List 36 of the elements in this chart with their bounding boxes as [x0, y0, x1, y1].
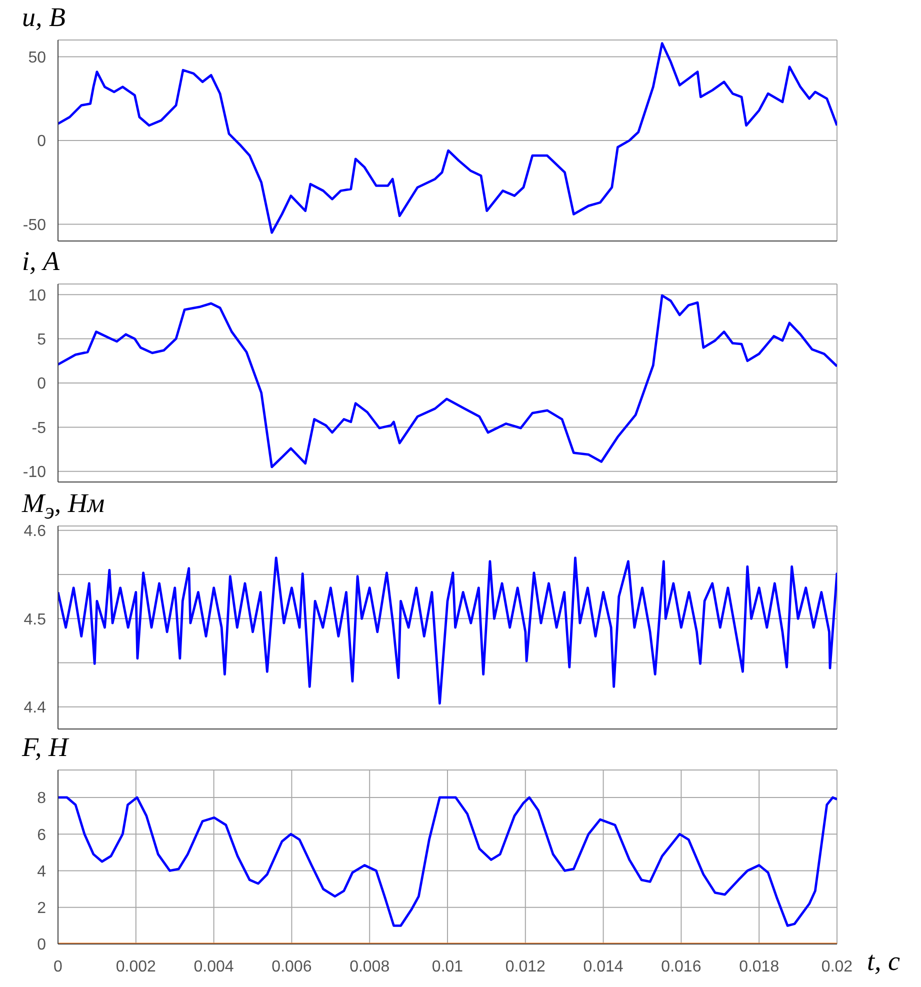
y-axis-title: u, В: [22, 1, 66, 33]
x-tick-label: 0.016: [661, 958, 702, 976]
y-tick-label: 0: [37, 133, 46, 150]
x-tick-label: 0.01: [432, 958, 464, 976]
line-series: [58, 796, 837, 927]
x-tick-label: 0.02: [821, 958, 853, 976]
y-tick-label: -10: [22, 464, 46, 482]
y-tick-label: 6: [37, 826, 46, 844]
y-tick-label: 4.6: [24, 523, 46, 540]
y-tick-label: 5: [37, 331, 46, 348]
y-tick-label: 4.5: [24, 611, 46, 628]
line-series: [58, 42, 837, 234]
x-tick-label: 0.014: [583, 958, 624, 976]
y-tick-label: 0: [37, 936, 46, 954]
y-tick-label: -5: [32, 420, 46, 437]
y-tick-label: 50: [28, 49, 46, 66]
x-tick-label: 0.006: [272, 958, 312, 976]
y-tick-label: -50: [22, 216, 46, 234]
y-axis-title: F, Н: [22, 731, 68, 763]
y-tick-label: 10: [28, 287, 46, 304]
x-tick-label: 0.018: [739, 958, 780, 976]
y-tick-label: 4.4: [24, 700, 46, 717]
y-tick-label: 4: [37, 863, 46, 880]
x-tick-label: 0.008: [350, 958, 390, 976]
y-axis-title: i, А: [22, 245, 60, 277]
y-tick-label: 2: [37, 900, 46, 918]
y-axis-title: M$_{э}$, Нм: [22, 488, 105, 524]
x-axis-title: t, с: [867, 946, 900, 977]
y-tick-label: 0: [37, 376, 46, 393]
line-series: [58, 556, 837, 705]
y-tick-label: 8: [37, 790, 46, 808]
x-tick-label: 0.004: [194, 958, 234, 976]
line-series: [58, 294, 837, 468]
x-tick-label: 0.002: [116, 958, 156, 976]
x-tick-label: 0.012: [505, 958, 546, 976]
x-tick-label: 0: [54, 958, 63, 976]
